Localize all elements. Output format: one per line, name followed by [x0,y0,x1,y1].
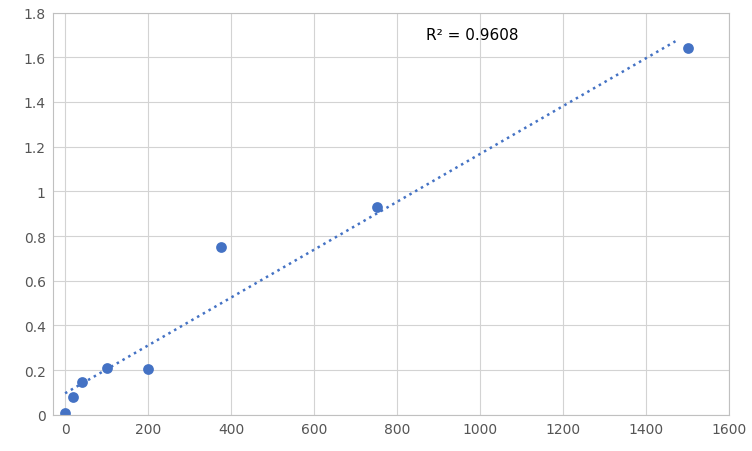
Point [59,409,71,416]
Point [101,364,113,372]
Text: R² = 0.9608: R² = 0.9608 [426,28,519,43]
Point [76,379,88,386]
Point [682,46,694,53]
Point [142,366,154,373]
Point [371,204,383,211]
Point [215,244,227,251]
Point [68,393,80,400]
